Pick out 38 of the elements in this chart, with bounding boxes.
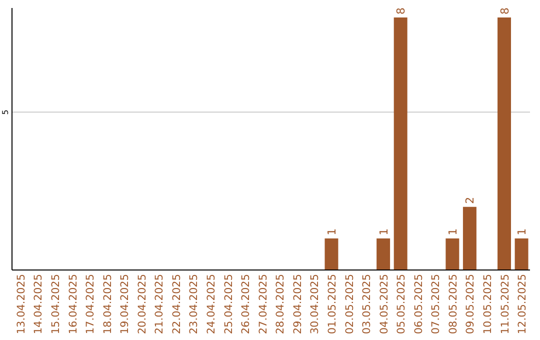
x-tick-label: 04.05.2025 [378,274,390,334]
data-label: 1 [377,228,390,236]
y-tick-label: 5 [1,110,10,115]
data-label: 8 [394,7,408,14]
x-tick-label: 25.04.2025 [222,274,235,334]
x-tick-label: 06.05.2025 [412,274,425,334]
x-tick-label: 14.04.2025 [32,274,45,334]
x-tick-label: 22.04.2025 [170,274,183,334]
data-label: 1 [516,228,529,236]
x-tick-label: 07.05.2025 [430,274,442,334]
x-tick-label: 27.04.2025 [257,274,270,334]
x-tick-label: 26.04.2025 [240,274,252,334]
data-label: 8 [498,7,512,14]
x-tick-label: 10.05.2025 [482,274,494,334]
x-tick-label: 13.04.2025 [15,274,28,334]
data-label: 2 [464,196,477,204]
x-tick-label: 11.05.2025 [499,274,512,334]
x-tick-label: 21.04.2025 [154,274,166,334]
x-tick-label: 30.04.2025 [309,274,322,334]
x-tick-label: 29.04.2025 [292,274,304,334]
x-tick-label: 01.05.2025 [326,274,338,334]
x-tick-label: 09.05.2025 [464,274,477,334]
x-tick-label: 02.05.2025 [344,274,356,334]
x-tick-label: 19.04.2025 [119,274,132,334]
x-tick-label: 08.05.2025 [447,274,460,334]
data-label: 1 [446,228,460,236]
x-tick-label: 20.04.2025 [136,274,148,334]
x-tick-label: 28.04.2025 [274,274,287,334]
x-tick-label: 18.04.2025 [102,274,114,334]
x-tick-label: 05.05.2025 [396,274,408,334]
x-tick-label: 15.04.2025 [50,274,62,334]
x-tick-label: 03.05.2025 [361,274,374,334]
x-tick-label: 23.04.2025 [188,274,200,334]
data-label: 1 [325,228,338,236]
x-tick-label: 16.04.2025 [67,274,80,334]
x-tick-label: 12.05.2025 [516,274,529,334]
x-tick-label: 17.04.2025 [84,274,97,334]
x-tick-label: 24.04.2025 [206,274,218,334]
